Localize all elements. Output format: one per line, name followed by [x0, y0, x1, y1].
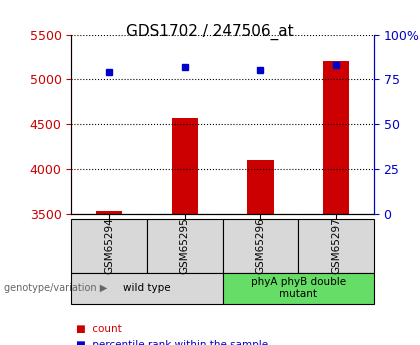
Bar	[323, 61, 349, 214]
Text: GSM65296: GSM65296	[255, 217, 265, 274]
Text: phyA phyB double
mutant: phyA phyB double mutant	[251, 277, 346, 299]
Text: GSM65295: GSM65295	[180, 217, 190, 274]
Text: wild type: wild type	[123, 283, 171, 293]
Text: GDS1702 / 247506_at: GDS1702 / 247506_at	[126, 24, 294, 40]
Text: GSM65294: GSM65294	[104, 217, 114, 274]
Bar	[172, 118, 198, 214]
Text: GSM65297: GSM65297	[331, 217, 341, 274]
Bar	[96, 211, 123, 214]
Bar	[247, 160, 274, 214]
Text: ■  count: ■ count	[76, 324, 121, 334]
Text: genotype/variation ▶: genotype/variation ▶	[4, 283, 108, 293]
Text: ■  percentile rank within the sample: ■ percentile rank within the sample	[76, 340, 268, 345]
